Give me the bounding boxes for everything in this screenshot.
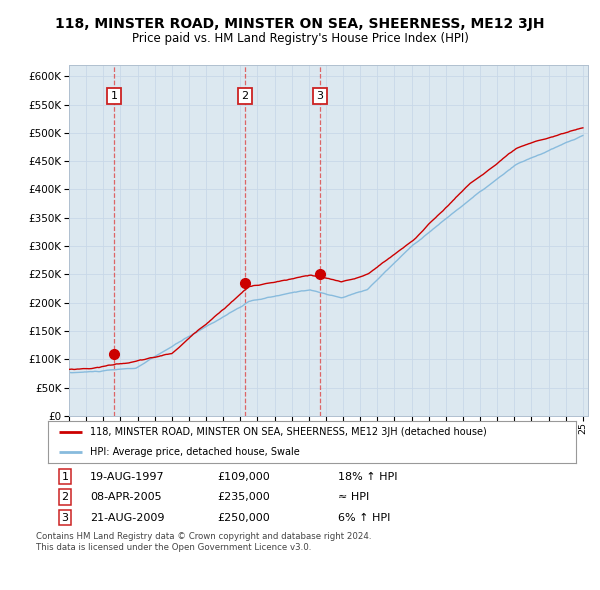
Text: 3: 3 xyxy=(316,91,323,101)
Text: 19-AUG-1997: 19-AUG-1997 xyxy=(90,471,165,481)
Text: Price paid vs. HM Land Registry's House Price Index (HPI): Price paid vs. HM Land Registry's House … xyxy=(131,32,469,45)
Text: 18% ↑ HPI: 18% ↑ HPI xyxy=(338,471,398,481)
Text: 6% ↑ HPI: 6% ↑ HPI xyxy=(338,513,391,523)
Text: HPI: Average price, detached house, Swale: HPI: Average price, detached house, Swal… xyxy=(90,447,300,457)
Text: 2: 2 xyxy=(61,492,68,502)
Text: 2: 2 xyxy=(241,91,248,101)
Text: 21-AUG-2009: 21-AUG-2009 xyxy=(90,513,165,523)
Text: ≈ HPI: ≈ HPI xyxy=(338,492,370,502)
Text: 1: 1 xyxy=(110,91,118,101)
Text: £250,000: £250,000 xyxy=(217,513,270,523)
Text: £235,000: £235,000 xyxy=(217,492,270,502)
Text: 118, MINSTER ROAD, MINSTER ON SEA, SHEERNESS, ME12 3JH: 118, MINSTER ROAD, MINSTER ON SEA, SHEER… xyxy=(55,17,545,31)
Text: 1: 1 xyxy=(61,471,68,481)
Text: Contains HM Land Registry data © Crown copyright and database right 2024.
This d: Contains HM Land Registry data © Crown c… xyxy=(36,532,371,552)
Text: 118, MINSTER ROAD, MINSTER ON SEA, SHEERNESS, ME12 3JH (detached house): 118, MINSTER ROAD, MINSTER ON SEA, SHEER… xyxy=(90,427,487,437)
Text: 3: 3 xyxy=(61,513,68,523)
Text: 08-APR-2005: 08-APR-2005 xyxy=(90,492,162,502)
Text: £109,000: £109,000 xyxy=(217,471,270,481)
